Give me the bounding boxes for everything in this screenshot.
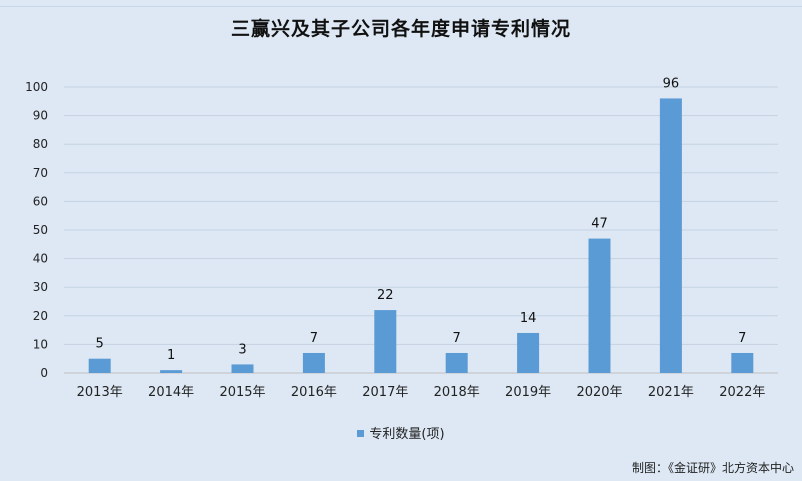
legend-label: 专利数量(项) [369,427,445,442]
x-tick-label: 2016年 [291,385,337,400]
y-tick-label: 40 [33,252,48,266]
data-label: 22 [377,288,394,303]
data-label: 7 [310,331,318,346]
bar [588,238,611,373]
data-label: 47 [591,217,608,232]
y-tick-label: 10 [33,337,48,351]
data-label: 5 [96,337,104,352]
bar [517,332,540,373]
y-tick-label: 30 [33,280,48,294]
y-tick-label: 80 [33,137,48,151]
x-tick-label: 2014年 [148,385,194,400]
x-tick-label: 2015年 [219,385,265,400]
data-label: 14 [520,311,537,326]
y-tick-label: 100 [25,80,48,94]
y-tick-label: 90 [33,109,48,123]
data-label: 1 [167,348,175,363]
x-tick-label: 2019年 [505,385,551,400]
y-tick-label: 20 [33,309,48,323]
bar [445,352,468,373]
top-divider [0,0,802,7]
data-label: 7 [738,331,746,346]
x-tick-label: 2022年 [719,385,765,400]
data-label: 3 [238,342,246,357]
bar [374,310,397,373]
bar [231,364,254,373]
chart-legend: 专利数量(项) [0,423,802,442]
y-tick-label: 50 [33,223,48,237]
bar [659,98,682,373]
source-note: 制图：《金证研》北方资本中心 [631,461,794,475]
chart-title: 三赢兴及其子公司各年度申请专利情况 [230,18,571,40]
bar [302,352,325,373]
x-tick-label: 2020年 [576,385,622,400]
data-label: 7 [453,331,461,346]
y-tick-label: 70 [33,166,48,180]
x-tick-label: 2018年 [434,385,480,400]
y-tick-label: 60 [33,194,48,208]
data-label: 96 [663,76,680,91]
legend-swatch [357,430,365,437]
bar [160,370,183,373]
y-tick-label: 0 [40,366,48,380]
x-tick-label: 2021年 [648,385,694,400]
x-tick-label: 2013年 [77,385,123,400]
x-tick-label: 2017年 [362,385,408,400]
bar [88,358,111,373]
bar [731,352,754,373]
